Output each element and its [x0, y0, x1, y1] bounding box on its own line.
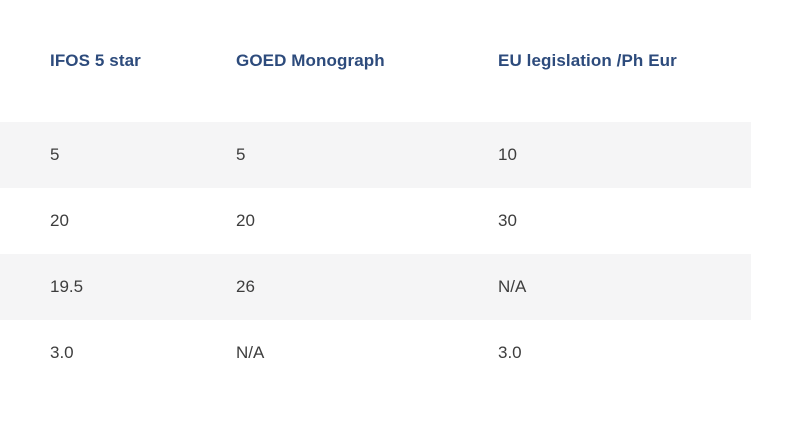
column-header-goed-monograph: GOED Monograph [236, 51, 385, 70]
column-header-eu-legislation-ph-eur: EU legislation /Ph Eur [498, 51, 677, 70]
table-cell: 3.0 [50, 343, 74, 362]
table-body: 5 5 10 20 20 30 19.5 26 N/A 3.0 N/A 3.0 [0, 122, 751, 386]
table-row: 19.5 26 N/A [0, 254, 751, 320]
table-cell: 3.0 [498, 343, 522, 362]
table-cell: 19.5 [50, 277, 84, 296]
column-header-ifos-5-star: IFOS 5 star [50, 51, 141, 70]
table-cell: 30 [498, 211, 517, 230]
table-row: 5 5 10 [0, 122, 751, 188]
table-cell: 20 [236, 211, 255, 230]
table-cell: 20 [50, 211, 69, 230]
comparison-table: IFOS 5 star GOED Monograph EU legislatio… [0, 0, 751, 386]
table-cell: 5 [50, 145, 60, 164]
table-cell: 5 [236, 145, 246, 164]
table-cell: N/A [236, 343, 265, 362]
table-row: 3.0 N/A 3.0 [0, 320, 751, 386]
table-row: 20 20 30 [0, 188, 751, 254]
table-cell: 10 [498, 145, 517, 164]
table-header-row: IFOS 5 star GOED Monograph EU legislatio… [0, 0, 751, 122]
table-cell: 26 [236, 277, 255, 296]
table-cell: N/A [498, 277, 527, 296]
